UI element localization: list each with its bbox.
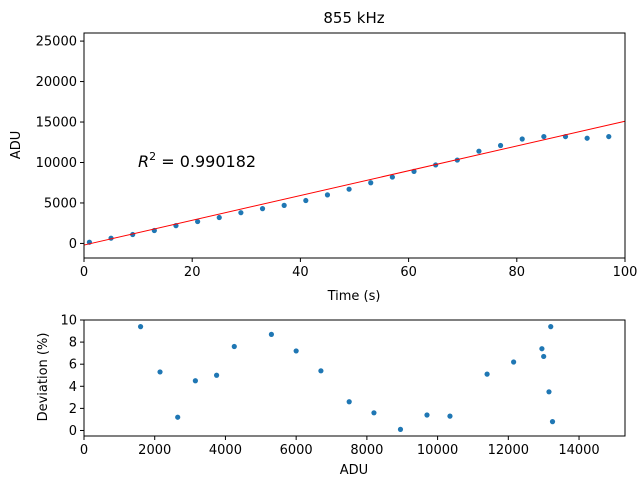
top-y-tick-label: 25000	[36, 35, 77, 50]
top-x-tick-label: 40	[292, 265, 309, 280]
bottom-x-tick-label: 12000	[488, 443, 529, 458]
bottom-data-point	[318, 368, 324, 374]
top-x-tick-label: 80	[509, 265, 526, 280]
top-data-point	[238, 210, 244, 216]
bottom-data-point	[213, 372, 220, 378]
bottom-x-axis-label: ADU	[340, 463, 368, 477]
bottom-data-point	[268, 331, 275, 337]
top-data-point	[519, 136, 525, 142]
bottom-y-tick-label: 4	[69, 380, 77, 395]
top-data-point	[259, 206, 266, 212]
chart-title: 855 kHz	[323, 9, 384, 27]
top-data-point	[606, 133, 612, 140]
r-squared-annotation: R2 = 0.990182	[138, 150, 256, 171]
bottom-data-point	[293, 348, 299, 354]
bottom-data-point	[546, 389, 552, 395]
top-data-point	[281, 202, 287, 208]
bottom-data-point	[157, 369, 163, 375]
top-y-tick-label: 15000	[36, 116, 77, 131]
bottom-data-point	[511, 359, 517, 365]
bottom-data-point	[541, 353, 547, 360]
top-data-point	[216, 214, 222, 221]
bottom-data-point	[539, 346, 545, 352]
top-x-tick-label: 100	[613, 265, 637, 280]
top-y-tick-label: 5000	[44, 196, 77, 211]
bottom-y-tick-label: 8	[69, 336, 77, 351]
bottom-x-tick-label: 8000	[350, 443, 383, 458]
bottom-data-point	[447, 413, 453, 419]
bottom-data-point	[548, 324, 554, 330]
top-data-point	[584, 135, 590, 141]
top-data-point	[368, 180, 374, 186]
top-data-point	[195, 218, 201, 225]
bottom-y-tick-label: 6	[69, 358, 77, 373]
bottom-data-point	[397, 426, 404, 432]
top-plot-marks	[83, 120, 626, 246]
top-x-tick-label: 20	[184, 265, 201, 280]
top-x-tick-label: 0	[80, 265, 88, 280]
bottom-y-tick-label: 0	[69, 424, 77, 439]
bottom-data-point	[192, 378, 198, 384]
bottom-data-point	[549, 419, 556, 425]
r-squared-value: = 0.990182	[156, 152, 256, 171]
top-data-point	[346, 186, 352, 192]
top-data-point	[324, 192, 331, 198]
bottom-data-point	[371, 410, 377, 416]
top-fit-line	[83, 120, 626, 246]
bottom-plot-ticks: 0 2000 4000 6000 8000 10000 12000 14000 0 2 4 6 8 10	[60, 314, 599, 459]
bottom-x-tick-label: 6000	[280, 443, 313, 458]
top-plot-ticks: 0 20 40 60 80 100 0 5000 10000 15000 20000 25000	[36, 35, 637, 280]
bottom-x-tick-label: 14000	[558, 443, 599, 458]
top-x-tick-label: 60	[400, 265, 417, 280]
bottom-data-point	[137, 324, 144, 330]
top-y-tick-label: 10000	[36, 156, 77, 171]
bottom-x-tick-label: 0	[80, 443, 88, 458]
bottom-y-axis-label: Deviation (%)	[36, 333, 51, 422]
bottom-data-point	[346, 399, 352, 405]
top-y-tick-label: 0	[69, 237, 77, 252]
bottom-data-point	[175, 414, 181, 420]
bottom-plot-frame	[83, 319, 626, 437]
top-data-point	[303, 197, 309, 204]
bottom-plot: 0 2000 4000 6000 8000 10000 12000 140000246810 …	[36, 314, 626, 477]
bottom-plot-marks	[137, 324, 556, 432]
bottom-data-point	[424, 412, 430, 418]
bottom-x-tick-label: 2000	[138, 443, 171, 458]
bottom-y-tick-label: 2	[69, 402, 77, 417]
bottom-x-tick-label: 10000	[417, 443, 458, 458]
top-x-axis-label: Time (s)	[327, 289, 381, 304]
top-plot: 855 kHz 0 20 40 60 80 100 0 5000 10000 15000 20000…	[9, 9, 637, 304]
bottom-data-point	[231, 343, 237, 350]
top-data-point	[541, 133, 547, 140]
r-squared-symbol: R	[138, 152, 149, 171]
bottom-data-point	[484, 371, 490, 377]
top-data-point	[476, 148, 482, 154]
top-data-point	[389, 174, 395, 180]
top-y-tick-label: 20000	[36, 75, 77, 90]
bottom-y-tick-label: 10	[60, 314, 77, 329]
top-y-axis-label: ADU	[9, 131, 24, 159]
bottom-x-tick-label: 4000	[209, 443, 242, 458]
r-squared-exponent: 2	[149, 150, 156, 163]
top-data-point	[497, 142, 504, 149]
top-plot-frame	[83, 32, 626, 259]
